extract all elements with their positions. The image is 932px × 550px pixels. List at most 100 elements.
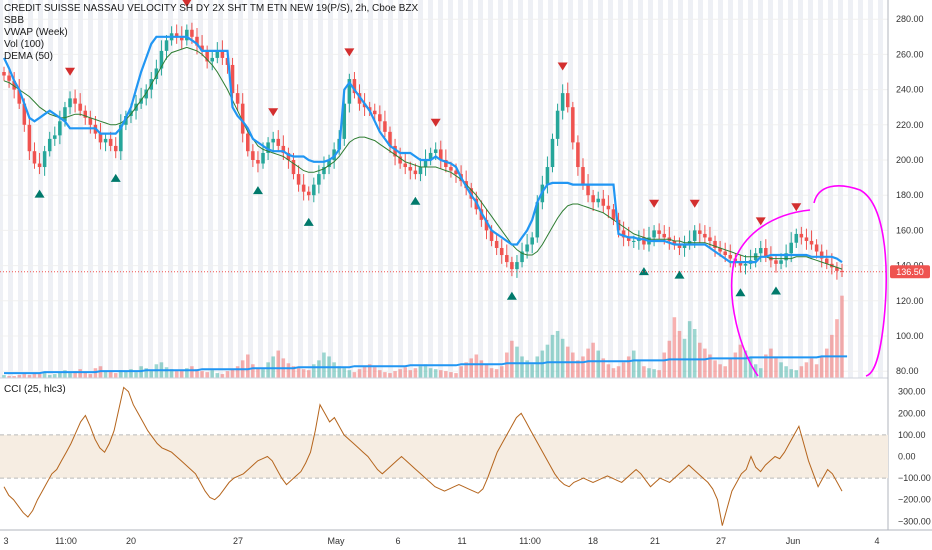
volume-bar xyxy=(550,334,555,378)
price-tick-label: 260.00 xyxy=(896,49,924,59)
session-stripe xyxy=(458,0,463,378)
buy-signal-marker xyxy=(34,189,45,198)
candle-body xyxy=(743,263,748,266)
session-stripe xyxy=(398,0,403,378)
volume-bar xyxy=(560,338,565,378)
legend-vwap[interactable]: VWAP (Week) xyxy=(4,27,68,38)
volume-bar xyxy=(32,373,37,378)
candle-body xyxy=(586,184,590,196)
candle-body xyxy=(596,198,600,203)
cci-axis[interactable]: −300.00 −200.00 −100.00 0.00 100.00 200.00 300… xyxy=(898,387,931,527)
sell-signal-marker xyxy=(791,203,802,212)
sell-signal-marker xyxy=(649,199,660,208)
volume-bar xyxy=(520,356,524,378)
session-stripe xyxy=(298,0,303,378)
volume-bar xyxy=(439,370,443,378)
volume-bar xyxy=(317,360,321,378)
candle-body xyxy=(17,89,22,104)
session-stripe xyxy=(718,0,723,378)
volume-bar xyxy=(657,370,661,378)
cci-tick-label: −300.00 xyxy=(898,516,931,526)
volume-bar xyxy=(179,370,184,378)
candle-body xyxy=(814,244,819,252)
candle-body xyxy=(73,98,77,104)
price-tick-label: 240.00 xyxy=(896,85,924,95)
candle-body xyxy=(591,195,595,203)
candle-body xyxy=(68,98,72,108)
session-stripe xyxy=(378,0,383,378)
volume-bar xyxy=(499,366,504,378)
buy-signal-marker xyxy=(770,286,781,295)
volume-bar xyxy=(738,344,743,378)
volume-bar xyxy=(703,348,707,378)
volume-bar xyxy=(276,350,281,378)
price-tick-label: 80.00 xyxy=(896,366,919,376)
cci-legend[interactable]: CCI (25, hlc3) xyxy=(4,384,66,395)
candle-body xyxy=(108,138,113,146)
legend-title[interactable]: CREDIT SUISSE NASSAU VELOCITY SH DY 2X S… xyxy=(4,3,419,14)
sell-signal-marker xyxy=(344,48,355,57)
candle-body xyxy=(342,103,347,139)
candle-body xyxy=(824,258,829,264)
time-axis[interactable]: 3 11:00 20 27 May 6 11 11:00 18 21 27 Jun 4 xyxy=(3,536,879,546)
session-stripe xyxy=(28,0,33,378)
volume-bar xyxy=(286,363,291,378)
candle-body xyxy=(571,107,575,143)
volume-bar xyxy=(357,369,362,378)
volume-bar xyxy=(576,360,580,378)
volume-bar xyxy=(423,364,428,378)
vwap-line xyxy=(3,35,843,264)
session-stripe xyxy=(598,0,603,378)
candle-body xyxy=(281,145,286,153)
legend-dema[interactable]: DEMA (50) xyxy=(4,51,53,62)
legend-sbb[interactable]: SBB xyxy=(4,15,25,26)
session-stripe xyxy=(578,0,583,378)
session-stripe xyxy=(568,0,573,378)
volume-bar xyxy=(489,368,494,378)
candle-body xyxy=(195,36,199,46)
volume-bar xyxy=(769,348,773,378)
candle-body xyxy=(494,240,499,248)
freehand-circle-annotation[interactable] xyxy=(730,185,887,377)
volume-bar xyxy=(63,370,67,378)
session-stripe xyxy=(338,0,343,378)
candle-body xyxy=(291,160,296,175)
volume-bar xyxy=(190,366,194,378)
volume-bar xyxy=(403,367,407,378)
price-tick-label: 280.00 xyxy=(896,14,924,24)
sell-signal-marker xyxy=(182,0,192,8)
candle-body xyxy=(403,163,407,168)
candle-body xyxy=(22,103,27,125)
volume-bar xyxy=(27,375,32,378)
candle-body xyxy=(819,251,824,259)
volume-bar xyxy=(799,366,804,378)
candle-body xyxy=(794,233,799,243)
candle-body xyxy=(489,230,494,241)
cci-band xyxy=(0,434,888,479)
volume-bar xyxy=(342,368,347,378)
candle-body xyxy=(154,68,159,80)
session-stripe xyxy=(628,0,633,378)
volume-bar xyxy=(824,348,829,378)
time-tick-label: 27 xyxy=(716,536,726,546)
session-stripe xyxy=(308,0,313,378)
volume-bar xyxy=(124,371,128,378)
candle-body xyxy=(423,160,428,168)
candle-body xyxy=(12,80,16,90)
candle-body xyxy=(672,240,677,245)
volume-bar xyxy=(535,356,540,378)
legend-volume[interactable]: Vol (100) xyxy=(4,39,45,50)
session-stripe xyxy=(588,0,593,378)
candle-body xyxy=(144,89,148,99)
volume-bar xyxy=(301,369,306,378)
session-stripe xyxy=(738,0,743,378)
volume-bar xyxy=(68,373,72,378)
volume-bar xyxy=(774,356,778,378)
session-stripe xyxy=(0,0,3,378)
session-stripe xyxy=(788,0,793,378)
last-price-badge: 136.50 xyxy=(890,265,930,279)
cci-tick-label: 0.00 xyxy=(898,452,916,462)
volume-bar xyxy=(37,374,42,378)
candle-body xyxy=(428,152,433,160)
